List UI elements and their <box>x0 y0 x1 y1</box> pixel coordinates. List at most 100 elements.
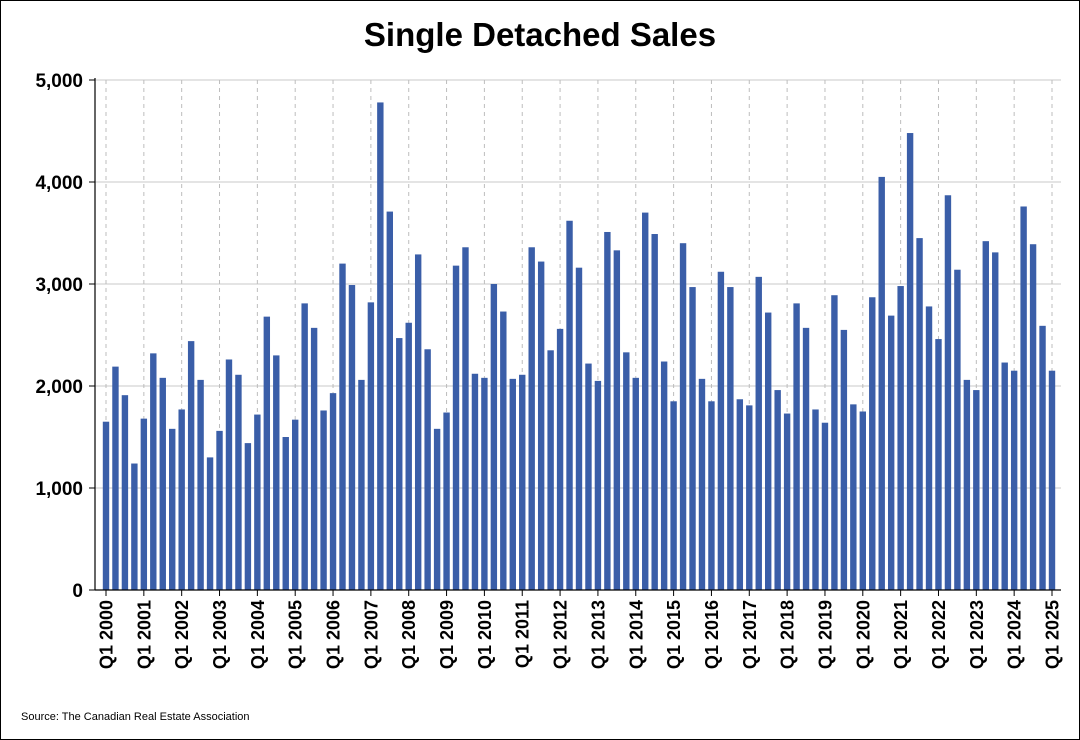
y-tick-label: 5,000 <box>35 71 83 92</box>
bar <box>802 327 810 590</box>
source-note: Source: The Canadian Real Estate Associa… <box>21 711 250 723</box>
bar <box>301 303 308 590</box>
x-tick-label: Q1 2000 <box>97 600 117 669</box>
bar <box>585 363 592 590</box>
bar <box>131 463 138 590</box>
y-tick-label: 1,000 <box>35 479 83 500</box>
bar <box>887 315 895 590</box>
bar <box>566 220 573 590</box>
bar <box>1039 325 1046 590</box>
x-tick-label: Q1 2014 <box>626 600 646 669</box>
bar <box>755 276 762 590</box>
bar <box>594 380 602 590</box>
bar <box>906 133 914 591</box>
bar <box>263 316 271 590</box>
bar <box>537 261 545 590</box>
bar <box>935 339 942 590</box>
bar <box>897 286 904 590</box>
bar <box>982 241 989 590</box>
bar <box>698 378 706 590</box>
y-tick-label: 2,000 <box>35 377 83 398</box>
x-tick-label: Q1 2001 <box>134 600 154 669</box>
bar <box>396 338 403 590</box>
bar <box>310 327 318 590</box>
bar <box>367 302 375 590</box>
bar <box>821 422 829 590</box>
bar <box>235 374 242 590</box>
chart-title: Single Detached Sales <box>363 16 717 53</box>
bar <box>329 393 337 590</box>
y-tick-labels: 0 1,000 2,000 3,000 4,000 5,000 <box>35 71 83 602</box>
x-tick-label: Q1 2007 <box>361 600 381 669</box>
bar <box>850 404 857 590</box>
bar <box>320 410 327 590</box>
bar <box>840 329 848 590</box>
bar <box>679 243 687 590</box>
y-tick-label: 3,000 <box>35 275 83 296</box>
bar <box>878 176 885 590</box>
bar <box>973 390 980 590</box>
bar <box>140 418 148 590</box>
bar <box>642 212 649 590</box>
x-tick-label: Q1 2013 <box>588 600 608 669</box>
bar <box>916 238 923 590</box>
bar <box>500 311 507 590</box>
bar <box>604 231 611 591</box>
bar <box>783 413 791 590</box>
bar <box>670 401 677 590</box>
bar <box>1048 370 1056 590</box>
bar <box>765 312 772 590</box>
bar <box>481 377 488 590</box>
bar <box>244 443 252 590</box>
bar <box>452 265 460 590</box>
bar <box>169 428 176 590</box>
bar <box>1029 244 1037 590</box>
bar <box>414 254 422 591</box>
bar <box>925 306 933 590</box>
bar <box>717 271 725 590</box>
x-tick-label: Q1 2016 <box>702 600 722 669</box>
bar <box>358 379 365 590</box>
bar <box>292 419 299 590</box>
y-tick-label: 0 <box>72 581 83 602</box>
bar <box>793 303 800 590</box>
bar <box>547 350 554 590</box>
x-tick-label: Q1 2025 <box>1043 600 1063 669</box>
bar <box>443 412 450 590</box>
bar <box>1020 206 1027 591</box>
bar <box>831 295 838 590</box>
bar <box>575 267 583 590</box>
bar <box>348 285 356 590</box>
bar <box>736 399 744 590</box>
bar <box>405 322 412 590</box>
bar <box>121 395 129 590</box>
bar <box>660 361 668 590</box>
x-tick-label: Q1 2010 <box>475 600 495 669</box>
x-tick-label: Q1 2023 <box>967 600 987 669</box>
x-tick-label: Q1 2011 <box>513 600 533 668</box>
bar <box>206 457 214 590</box>
bar <box>178 409 185 590</box>
bars <box>102 102 1056 591</box>
bar <box>225 359 233 590</box>
x-tick-label: Q1 2004 <box>248 600 268 669</box>
x-tick-label: Q1 2005 <box>286 600 306 669</box>
bar <box>187 341 195 590</box>
bar <box>944 195 952 590</box>
bar <box>1010 370 1018 590</box>
bar <box>216 430 223 590</box>
bar <box>746 405 753 590</box>
x-tick-label: Q1 2002 <box>172 600 192 669</box>
bar <box>273 355 280 590</box>
bar <box>519 374 526 590</box>
bar <box>812 409 819 590</box>
bar <box>954 269 961 590</box>
bar <box>159 377 166 590</box>
bar <box>386 211 393 590</box>
bar <box>774 390 781 590</box>
bar <box>613 250 621 590</box>
bar <box>708 401 715 590</box>
bar <box>859 411 866 590</box>
x-tick-label: Q1 2017 <box>740 600 760 669</box>
